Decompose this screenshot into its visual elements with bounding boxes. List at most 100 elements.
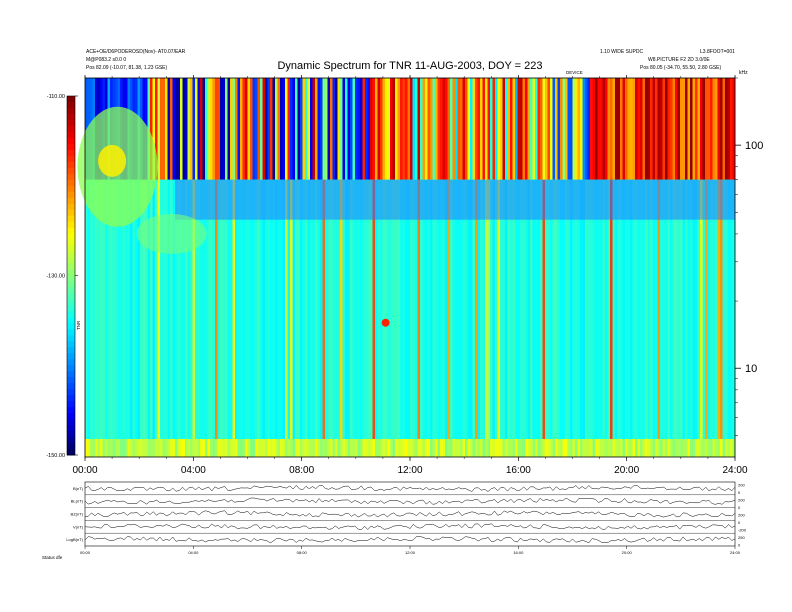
colorbar-step bbox=[67, 113, 75, 121]
colorbar-step bbox=[67, 353, 75, 360]
spectrum-cell bbox=[400, 439, 403, 457]
spectrum-cell bbox=[385, 439, 388, 457]
panel-trace bbox=[84, 484, 736, 492]
spectrum-cell bbox=[535, 179, 538, 439]
spectrum-cell bbox=[287, 439, 291, 457]
spectrum-cell bbox=[602, 179, 606, 439]
spectrum-cell bbox=[545, 179, 548, 439]
spectrum-cell bbox=[227, 78, 231, 180]
colorbar-step bbox=[67, 245, 75, 253]
spectrum-cell bbox=[595, 78, 598, 180]
spectrum-cell bbox=[665, 78, 668, 180]
spectrum-cell bbox=[105, 179, 108, 439]
spectrum-cell bbox=[480, 179, 483, 439]
spectrum-cell bbox=[450, 179, 453, 439]
spectrum-cell bbox=[310, 439, 313, 457]
spectrum-cell bbox=[380, 439, 383, 457]
spectrum-cell bbox=[120, 439, 123, 457]
colorbar-step bbox=[67, 323, 75, 330]
spectrum-cell bbox=[575, 78, 578, 180]
spectrum-cell bbox=[685, 439, 688, 457]
colorbar-step bbox=[67, 389, 75, 396]
spectrum-cell bbox=[110, 179, 113, 439]
spectrum-cell bbox=[292, 179, 296, 439]
spectrum-cell bbox=[567, 439, 571, 457]
spectrum-cell bbox=[285, 78, 288, 180]
spectrum-cell bbox=[450, 78, 453, 180]
spectrum-cell bbox=[635, 179, 638, 439]
spectrum-cell bbox=[145, 439, 148, 457]
spectrum-cell bbox=[455, 439, 458, 457]
spectrum-cell bbox=[532, 439, 536, 457]
spectrum-cell bbox=[195, 179, 198, 439]
colorbar-step bbox=[67, 107, 75, 115]
spectrum-cell bbox=[192, 78, 196, 180]
spectrum-cell bbox=[340, 179, 343, 439]
spectrum-cell bbox=[345, 179, 348, 439]
spectrum-cell bbox=[112, 179, 116, 439]
colorbar-step bbox=[67, 371, 75, 378]
spectrum-cell bbox=[537, 179, 541, 439]
spectrum-cell bbox=[497, 78, 501, 180]
x-tick-label: 08:00 bbox=[289, 465, 314, 476]
spectrum-cell bbox=[602, 78, 606, 180]
spectrum-cell bbox=[402, 78, 406, 180]
colorbar-step bbox=[67, 191, 75, 199]
spectrum-cell bbox=[525, 78, 528, 180]
spectrum-cell bbox=[300, 78, 303, 180]
spectrum-cell bbox=[225, 179, 228, 439]
spectrum-cell bbox=[410, 78, 413, 180]
colorbar-step bbox=[67, 161, 75, 169]
spectrum-cell bbox=[205, 78, 208, 180]
spectrum-cell bbox=[252, 78, 256, 180]
spectrum-cell bbox=[307, 179, 311, 439]
spectrum-cell bbox=[302, 179, 306, 439]
spectrum-cell bbox=[430, 78, 433, 180]
spectrum-cell bbox=[257, 78, 261, 180]
spectrum-cell bbox=[425, 78, 428, 180]
spectrum-cell bbox=[397, 179, 401, 439]
panel-right-tick-label: 250 bbox=[738, 535, 745, 540]
spectrum-cell bbox=[172, 439, 176, 457]
spectrum-cell bbox=[592, 439, 596, 457]
spectrum-cell bbox=[157, 179, 161, 439]
spectrum-cell bbox=[280, 78, 283, 180]
spectrum-cell bbox=[212, 78, 216, 180]
spectrum-cell bbox=[345, 78, 348, 180]
spectrum-cell bbox=[245, 78, 248, 180]
colorbar-step bbox=[67, 197, 75, 205]
spectrum-cell bbox=[587, 78, 591, 180]
spectrum-cell bbox=[172, 78, 176, 180]
spectrum-region bbox=[136, 213, 207, 254]
spectrum-cell bbox=[392, 179, 396, 439]
colorbar-step bbox=[67, 131, 75, 139]
spectrum-cell bbox=[107, 439, 111, 457]
spectrum-cell bbox=[577, 78, 581, 180]
spectrum-cell bbox=[595, 179, 598, 439]
spectrum-cell bbox=[352, 179, 356, 439]
spectrum-cell bbox=[620, 78, 623, 180]
panel-x-tick-label: 24:00 bbox=[730, 550, 741, 555]
colorbar-step bbox=[67, 143, 75, 151]
spectrum-cell bbox=[362, 78, 366, 180]
spectrum-cell bbox=[530, 439, 533, 457]
spectrum-cell bbox=[550, 439, 553, 457]
spectrum-cell bbox=[497, 439, 501, 457]
spectrum-cell bbox=[395, 78, 398, 180]
spectrum-cell bbox=[227, 439, 231, 457]
spectrum-cell bbox=[637, 439, 641, 457]
spectrum-cell bbox=[515, 439, 518, 457]
spectrum-cell bbox=[665, 439, 668, 457]
spectrum-cell bbox=[182, 439, 186, 457]
spectrum-cell bbox=[580, 179, 583, 439]
spectrum-cell bbox=[467, 78, 471, 180]
spectrum-cell bbox=[150, 439, 153, 457]
spectrum-cell bbox=[180, 78, 183, 180]
colorbar-step bbox=[67, 437, 75, 444]
spectrum-cell bbox=[415, 179, 418, 439]
spectrum-cell bbox=[640, 78, 643, 180]
colorbar-step bbox=[67, 443, 75, 450]
spectrum-cell bbox=[302, 439, 306, 457]
panel-x-tick-label: 00:00 bbox=[80, 550, 91, 555]
spectrum-cell bbox=[687, 179, 691, 439]
